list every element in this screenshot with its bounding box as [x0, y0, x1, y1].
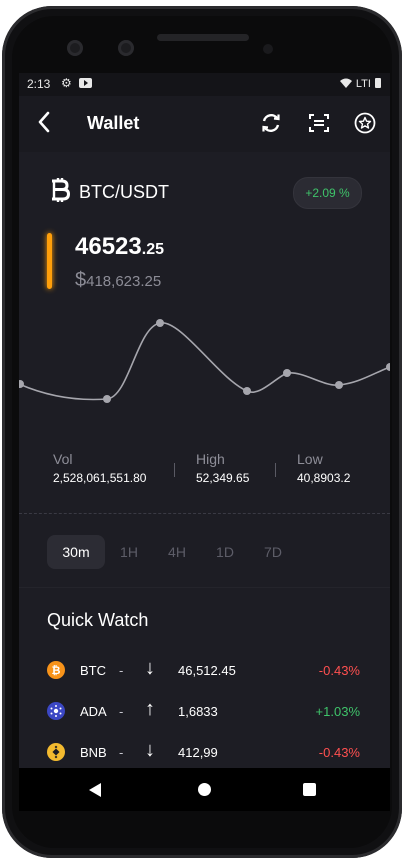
pair-name: BTC/USDT	[79, 182, 169, 202]
app-screen: 2:13 ⚙ LTI Wallet	[19, 73, 390, 811]
range-4h[interactable]: 4H	[168, 544, 186, 560]
coin-symbol: BTC	[80, 663, 106, 678]
system-nav-bar	[19, 768, 390, 811]
chart-point	[335, 381, 343, 389]
coin-price: 1,6833	[178, 704, 218, 719]
youtube-icon	[79, 78, 92, 88]
coin-price: 46,512.45	[178, 663, 236, 678]
down-arrow-icon: ↓	[145, 739, 155, 761]
proximity-sensor	[263, 44, 273, 54]
dashed-divider	[19, 513, 390, 514]
market-stats: Vol 2,528,061,551.80 High 52,349.65 Low …	[19, 451, 390, 491]
watch-row-ada[interactable]: ADA - ↑ 1,6833 +1.03%	[19, 696, 390, 726]
bitcoin-coin-icon: ₿	[47, 661, 65, 679]
coin-dash: -	[119, 663, 124, 678]
stat-vol: Vol 2,528,061,551.80	[53, 451, 146, 485]
stat-label: Low	[297, 451, 323, 467]
price-decimal: .25	[141, 241, 164, 258]
nav-back-icon[interactable]	[89, 783, 101, 797]
price-usd-value: 418,623.25	[86, 273, 162, 290]
bitcoin-icon	[49, 176, 71, 204]
chart-point	[243, 387, 251, 395]
status-bar: 2:13 ⚙ LTI	[19, 73, 390, 96]
coin-symbol: BNB	[80, 745, 107, 760]
coin-symbol: ADA	[80, 704, 107, 719]
section-divider	[19, 587, 390, 588]
battery-icon	[375, 78, 381, 88]
quick-watch-title: Quick Watch	[47, 610, 149, 630]
app-bar: Wallet	[19, 96, 390, 152]
svg-text:₿: ₿	[52, 664, 61, 677]
stat-label: Vol	[53, 451, 73, 467]
status-network: LTI	[339, 77, 382, 90]
refresh-icon[interactable]	[260, 112, 282, 139]
stat-high: High 52,349.65	[196, 451, 249, 485]
stat-low: Low 40,8903.2	[297, 451, 350, 485]
chart-point	[103, 395, 111, 403]
cardano-coin-icon	[47, 702, 65, 720]
wifi-icon	[339, 78, 352, 88]
coin-change: -0.43%	[318, 663, 360, 678]
watch-row-bnb[interactable]: BNB - ↓ 412,99 -0.43%	[19, 737, 390, 767]
status-time: 2:13	[27, 77, 51, 91]
range-1d[interactable]: 1D	[216, 544, 234, 560]
down-arrow-icon: ↓	[145, 657, 155, 679]
front-camera-left	[67, 40, 83, 56]
price-usd: $418,623.25	[75, 269, 161, 292]
chart-point	[19, 380, 24, 388]
stat-divider	[174, 463, 175, 477]
range-30m[interactable]: 30m	[47, 535, 105, 569]
stat-divider	[275, 463, 276, 477]
coin-change: +1.03%	[315, 704, 360, 719]
chart-point	[156, 319, 164, 327]
scan-icon[interactable]	[308, 112, 330, 139]
chart-point	[283, 369, 291, 377]
currency-symbol: $	[75, 269, 87, 291]
range-7d[interactable]: 7D	[264, 544, 282, 560]
coin-dash: -	[119, 745, 124, 760]
chart-line	[19, 322, 390, 401]
stat-value: 52,349.65	[196, 471, 250, 485]
nav-recents-icon[interactable]	[303, 783, 316, 796]
nav-home-icon[interactable]	[198, 783, 211, 796]
stat-value: 40,8903.2	[297, 471, 351, 485]
change-badge: +2.09 %	[293, 177, 362, 209]
price-accent-bar	[47, 233, 52, 289]
coin-price: 412,99	[178, 745, 218, 760]
network-type: LTI	[355, 78, 371, 90]
watch-row-btc[interactable]: ₿ BTC - ↓ 46,512.45 -0.43%	[19, 655, 390, 685]
range-1h[interactable]: 1H	[120, 544, 138, 560]
front-camera-right	[118, 40, 134, 56]
bnb-coin-icon	[47, 743, 65, 761]
price-main: 46523.25	[75, 233, 164, 261]
coin-dash: -	[119, 704, 124, 719]
star-circle-icon[interactable]	[354, 112, 376, 139]
coin-change: -0.43%	[318, 745, 360, 760]
earpiece-speaker	[157, 34, 249, 41]
price-chart[interactable]	[19, 309, 390, 419]
page-title: Wallet	[87, 113, 140, 133]
price-integer: 46523	[75, 233, 142, 260]
back-arrow-icon[interactable]	[35, 110, 53, 137]
stat-value: 2,528,061,551.80	[53, 471, 147, 485]
up-arrow-icon: ↑	[145, 698, 155, 720]
chart-point	[386, 363, 390, 371]
settings-gear-icon: ⚙	[61, 76, 72, 90]
stat-label: High	[196, 451, 225, 467]
